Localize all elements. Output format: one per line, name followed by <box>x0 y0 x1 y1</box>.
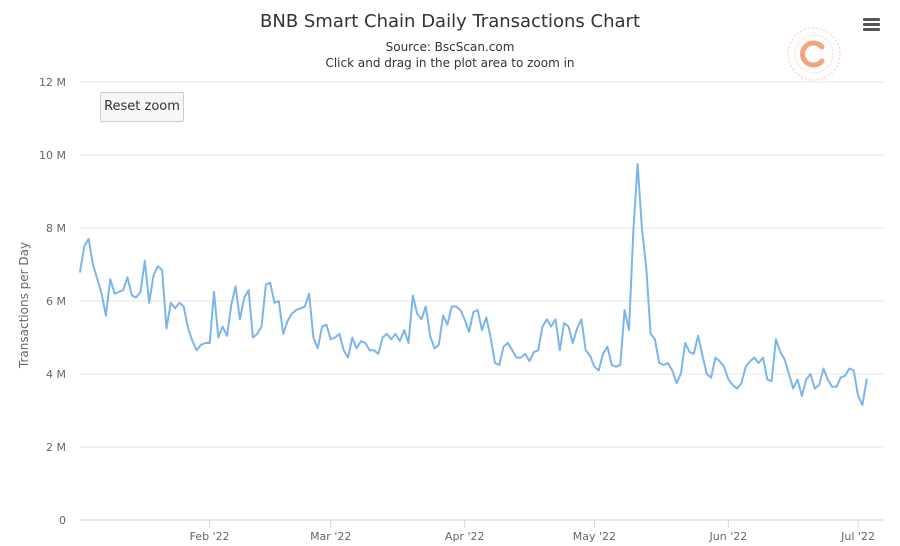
x-tick-label: May '22 <box>573 530 616 543</box>
y-axis-ticks: 0 2 M 4 M 6 M 8 M 10 M 12 M <box>39 76 66 527</box>
y-tick-label: 0 <box>59 514 66 527</box>
series-layer <box>79 163 868 406</box>
y-tick-label: 2 M <box>46 441 66 454</box>
y-tick-label: 4 M <box>46 368 66 381</box>
hamburger-menu-icon[interactable] <box>860 16 884 38</box>
x-axis-ticks: Feb '22 Mar '22 Apr '22 May '22 Jun '22 Jul '… <box>80 519 884 543</box>
x-tick-label: Feb '22 <box>190 530 230 543</box>
y-axis-label: Transactions per Day <box>17 242 31 369</box>
chart-zoom-hint: Click and drag in the plot area to zoom … <box>325 56 575 70</box>
x-tick-label: Jun '22 <box>709 530 748 543</box>
y-tick-label: 8 M <box>46 222 66 235</box>
x-tick-label: Apr '22 <box>445 530 485 543</box>
x-tick-label: Jul '22 <box>840 530 875 543</box>
series-line[interactable] <box>79 163 868 406</box>
y-tick-label: 10 M <box>39 149 66 162</box>
menu-bar <box>863 23 880 26</box>
reset-zoom-button[interactable]: Reset zoom <box>100 92 184 122</box>
grid-lines <box>80 81 884 521</box>
menu-bar <box>863 28 880 31</box>
x-tick-label: Mar '22 <box>310 530 351 543</box>
watermark-logo-icon <box>787 27 841 81</box>
menu-bar <box>863 18 880 21</box>
chart-title: BNB Smart Chain Daily Transactions Chart <box>260 11 640 32</box>
y-tick-label: 12 M <box>39 76 66 89</box>
chart-source: Source: BscScan.com <box>385 40 515 54</box>
y-tick-label: 6 M <box>46 295 66 308</box>
